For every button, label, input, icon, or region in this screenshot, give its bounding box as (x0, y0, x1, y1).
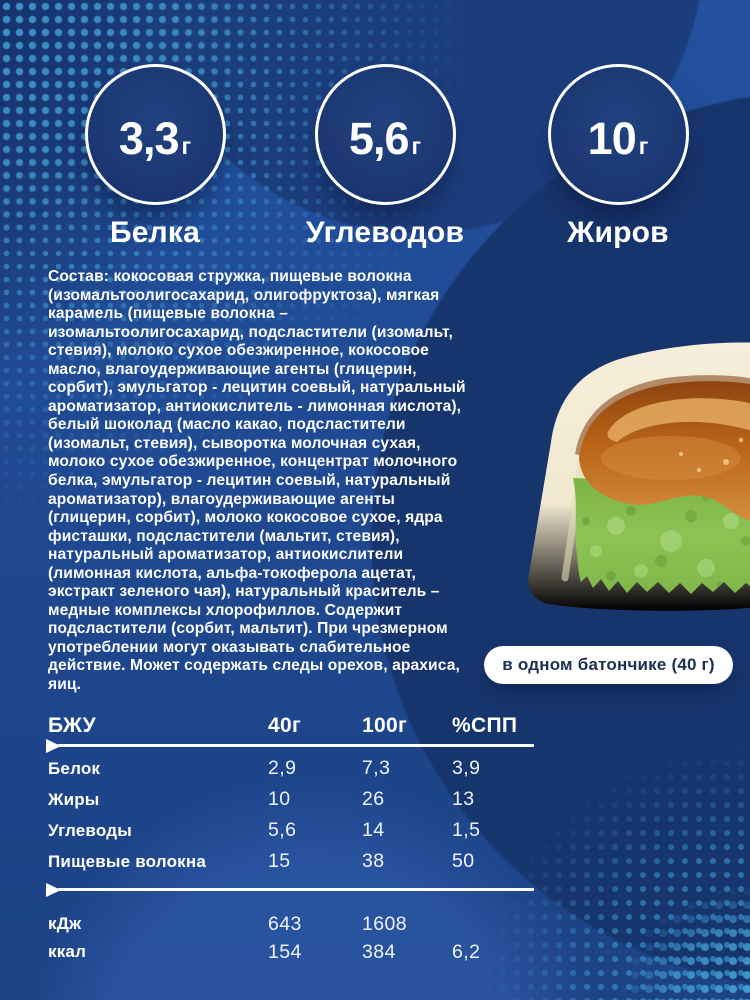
energy-rows: кДж 643 1608 ккал 154 384 6,2 (48, 910, 534, 966)
nutrition-table-body: Белок 2,9 7,3 3,9 Жиры 10 26 13 Углеводы… (48, 753, 534, 877)
row-value-100g: 14 (362, 819, 385, 841)
stat-protein-value: 3,3 (118, 113, 180, 164)
table-row: кДж 643 1608 (48, 910, 534, 938)
row-value-100g: 7,3 (362, 757, 391, 779)
row-label: Пищевые волокна (48, 851, 206, 871)
nutrition-table-header: БЖУ 40г 100г %СПП (48, 708, 534, 744)
row-value-100g: 384 (362, 940, 396, 963)
table-divider-arrow-bottom (46, 882, 534, 897)
row-value-40g: 2,9 (268, 757, 297, 779)
bar-cross-section-illustration (528, 342, 750, 611)
row-value-pct: 3,9 (452, 757, 481, 779)
row-value-pct: 50 (452, 850, 475, 872)
col-header-40g: 40г (268, 714, 302, 737)
stat-carbs-circle: 5,6 г (314, 64, 456, 205)
ingredients-text: Состав: кокосовая стружка, пищевые волок… (48, 268, 466, 694)
row-value-40g: 15 (268, 850, 291, 872)
stat-fats-circle: 10 г (547, 64, 689, 205)
stat-carbs-value: 5,6 (348, 113, 410, 164)
col-header-bju: БЖУ (48, 714, 97, 737)
row-value-40g: 154 (268, 940, 302, 963)
row-value-pct: 13 (452, 788, 475, 810)
halftone-dots-bottom-right-corner (600, 870, 750, 1000)
stat-protein: 3,3 г Белка (45, 64, 265, 250)
stat-carbs-unit: г (411, 133, 422, 159)
table-divider-arrow-top (46, 738, 534, 753)
table-row: ккал 154 384 6,2 (48, 938, 534, 966)
row-label: Углеводы (48, 820, 132, 840)
table-row: Углеводы 5,6 14 1,5 (48, 815, 534, 846)
row-label: ккал (48, 942, 87, 961)
stat-fats-unit: г (638, 133, 649, 159)
table-row: Пищевые волокна 15 38 50 (48, 846, 534, 877)
row-label: Жиры (48, 789, 100, 809)
row-value-100g: 26 (362, 788, 385, 810)
row-value-40g: 10 (268, 788, 291, 810)
serving-size-badge: в одном батончике (40 г) (484, 646, 733, 684)
stat-protein-unit: г (181, 133, 192, 159)
col-header-100g: 100г (362, 714, 407, 737)
stat-fats-value: 10 (587, 113, 637, 164)
row-value-100g: 38 (362, 850, 385, 872)
nutrition-table: БЖУ 40г 100г %СПП Белок 2,9 7,3 3,9 Жиры… (46, 708, 534, 966)
stat-carbs-label: Углеводов (305, 216, 465, 249)
row-value-pct: 6,2 (452, 940, 481, 963)
stat-fats-label: Жиров (567, 216, 669, 249)
row-label: Белок (48, 758, 101, 778)
table-row: Белок 2,9 7,3 3,9 (48, 753, 534, 784)
row-value-40g: 5,6 (268, 819, 297, 841)
stat-protein-circle: 3,3 г (84, 64, 226, 205)
stat-carbs: 5,6 г Углеводов (275, 64, 495, 250)
table-row: Жиры 10 26 13 (48, 784, 534, 815)
row-value-100g: 1608 (362, 912, 407, 935)
stat-fats: 10 г Жиров (508, 64, 728, 250)
stat-protein-label: Белка (109, 216, 200, 249)
row-value-pct: 1,5 (452, 819, 481, 841)
row-value-40g: 643 (268, 912, 302, 935)
row-label: кДж (48, 914, 82, 933)
col-header-pct: %СПП (452, 714, 518, 737)
